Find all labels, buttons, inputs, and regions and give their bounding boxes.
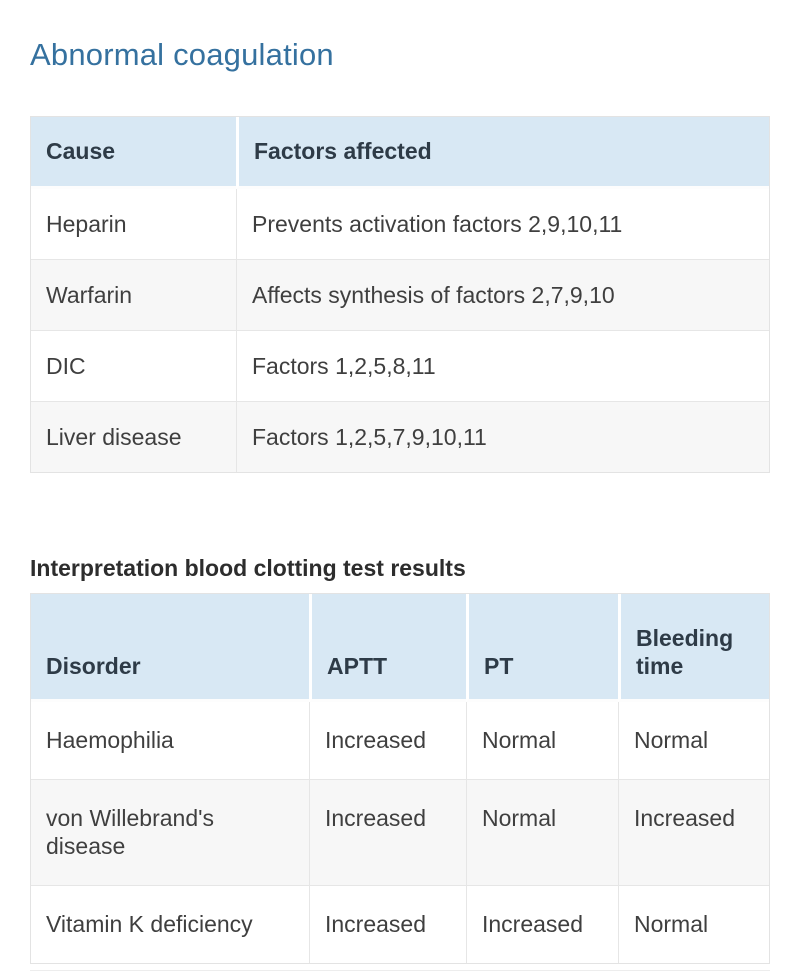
table-header-row: Cause Factors affected — [31, 117, 769, 190]
bleeding-time-cell: Increased — [618, 778, 769, 885]
table-row: von Willebrand's disease Increased Norma… — [31, 778, 769, 885]
factors-cell: Affects synthesis of factors 2,7,9,10 — [236, 259, 769, 331]
column-header-factors-affected: Factors affected — [236, 117, 769, 190]
factors-cell: Factors 1,2,5,8,11 — [236, 330, 769, 402]
column-header-disorder: Disorder — [31, 593, 309, 702]
table-row: Warfarin Affects synthesis of factors 2,… — [31, 259, 769, 331]
abnormal-coagulation-table-body: Heparin Prevents activation factors 2,9,… — [31, 189, 769, 473]
abnormal-coagulation-table: Cause Factors affected Heparin Prevents … — [30, 116, 770, 474]
bleeding-time-cell: Normal — [618, 701, 769, 779]
aptt-cell: Increased — [309, 701, 466, 779]
clotting-test-results-table-body: Haemophilia Increased Normal Normal von … — [31, 701, 769, 963]
column-header-bleeding-time: Bleeding time — [618, 593, 769, 702]
factors-cell: Factors 1,2,5,7,9,10,11 — [236, 401, 769, 473]
aptt-cell: Increased — [309, 884, 466, 963]
abnormal-coagulation-table-header: Cause Factors affected — [31, 117, 769, 190]
pt-cell: Normal — [466, 701, 618, 779]
disorder-cell: von Willebrand's disease — [31, 778, 309, 885]
cause-cell: Heparin — [31, 189, 236, 260]
cause-cell: Liver disease — [31, 401, 236, 473]
pt-cell: Normal — [466, 778, 618, 885]
section-title-interpretation: Interpretation blood clotting test resul… — [30, 555, 466, 582]
pt-cell: Increased — [466, 884, 618, 963]
clotting-test-results-table: Disorder APTT PT Bleeding time Haemophil… — [30, 592, 770, 964]
disorder-cell: Vitamin K deficiency — [31, 884, 309, 963]
table-header-row: Disorder APTT PT Bleeding time — [31, 593, 769, 702]
table-row: Vitamin K deficiency Increased Increased… — [31, 884, 769, 963]
column-header-pt: PT — [466, 593, 618, 702]
table-row: Liver disease Factors 1,2,5,7,9,10,11 — [31, 401, 769, 473]
column-header-aptt: APTT — [309, 593, 466, 702]
cause-cell: DIC — [31, 330, 236, 402]
table-row: Heparin Prevents activation factors 2,9,… — [31, 189, 769, 260]
column-header-cause: Cause — [31, 117, 236, 190]
factors-cell: Prevents activation factors 2,9,10,11 — [236, 189, 769, 260]
bleeding-time-cell: Normal — [618, 884, 769, 963]
aptt-cell: Increased — [309, 778, 466, 885]
bottom-divider — [30, 969, 770, 971]
cause-cell: Warfarin — [31, 259, 236, 331]
table-row: Haemophilia Increased Normal Normal — [31, 701, 769, 779]
disorder-cell: Haemophilia — [31, 701, 309, 779]
page-title: Abnormal coagulation — [30, 37, 334, 72]
clotting-test-results-table-header: Disorder APTT PT Bleeding time — [31, 593, 769, 702]
table-row: DIC Factors 1,2,5,8,11 — [31, 330, 769, 402]
